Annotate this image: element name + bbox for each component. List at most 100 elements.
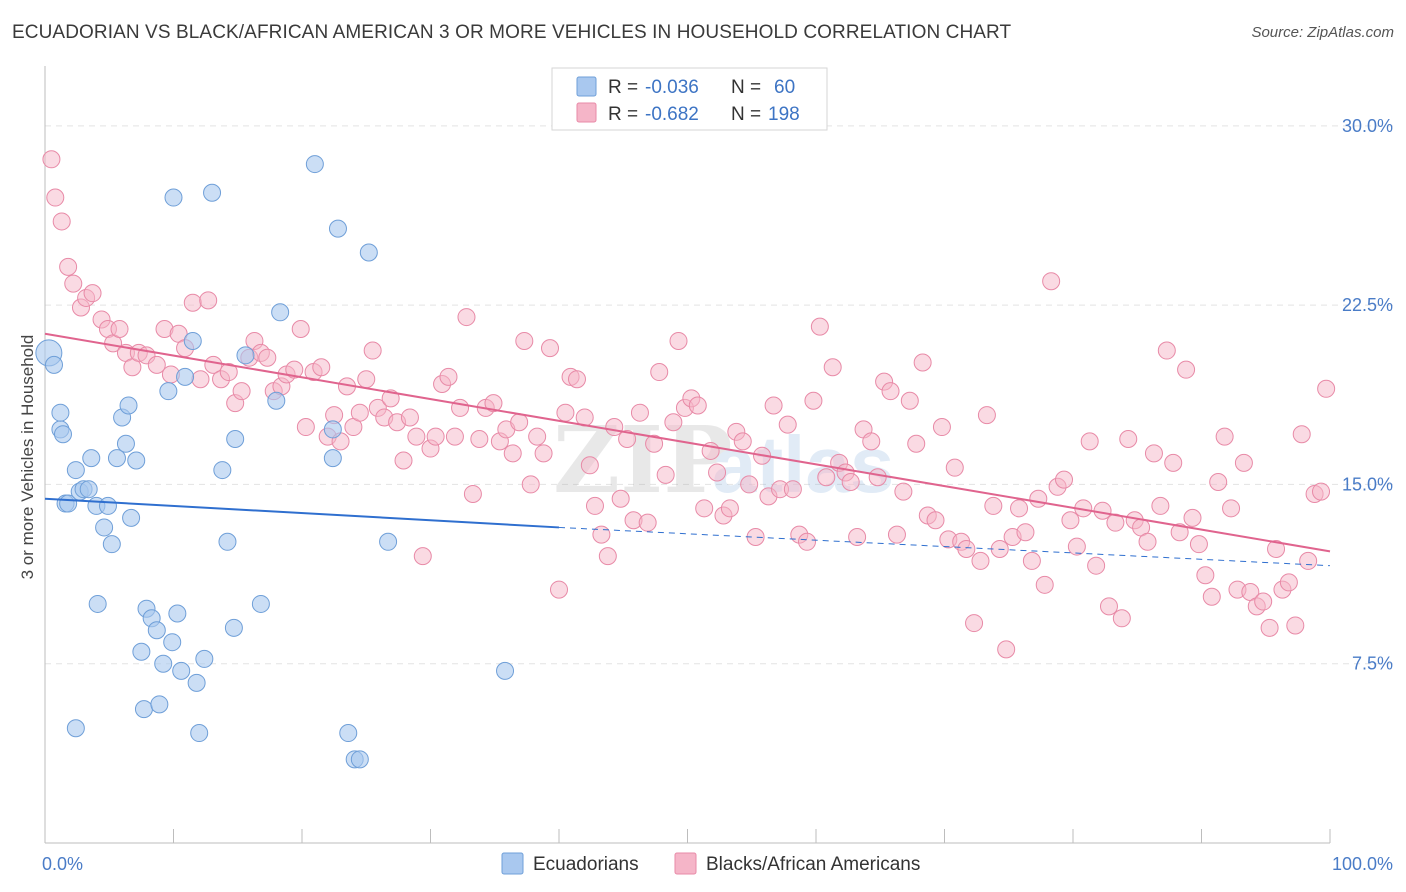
point-ecuadorians: [53, 425, 72, 444]
bottom-legend-label-blacks: Blacks/African Americans: [706, 854, 920, 875]
point-blacks: [291, 320, 310, 339]
legend-swatch-blacks: [576, 102, 597, 123]
point-ecuadorians: [79, 480, 98, 499]
series-ecuadorians-points: [35, 155, 515, 769]
point-blacks: [1029, 489, 1048, 508]
point-blacks: [445, 427, 464, 446]
point-blacks: [611, 489, 630, 508]
point-blacks: [1035, 575, 1054, 594]
point-ecuadorians: [88, 594, 107, 613]
point-blacks: [567, 370, 586, 389]
point-ecuadorians: [127, 451, 146, 470]
point-blacks: [191, 370, 210, 389]
point-blacks: [521, 475, 540, 494]
point-blacks: [1112, 609, 1131, 628]
point-blacks: [740, 475, 759, 494]
point-ecuadorians: [328, 219, 347, 238]
point-blacks: [841, 473, 860, 492]
legend-n-value-2: 198: [768, 104, 800, 125]
x-tick-label: 100.0%: [1332, 854, 1393, 874]
point-blacks: [645, 434, 664, 453]
point-ecuadorians: [154, 654, 173, 673]
point-blacks: [1164, 453, 1183, 472]
point-blacks: [1022, 551, 1041, 570]
y-tick-label: 22.5%: [1342, 295, 1393, 315]
point-blacks: [598, 547, 617, 566]
point-blacks: [541, 339, 560, 358]
point-blacks: [363, 341, 382, 360]
point-blacks: [350, 403, 369, 422]
point-blacks: [1170, 523, 1189, 542]
point-blacks: [83, 284, 102, 303]
point-blacks: [258, 348, 277, 367]
bottom-legend-swatch-blacks: [674, 852, 697, 875]
point-blacks: [984, 496, 1003, 515]
point-blacks: [1299, 551, 1318, 570]
point-blacks: [484, 394, 503, 413]
point-blacks: [778, 415, 797, 434]
point-blacks: [503, 444, 522, 463]
point-ecuadorians: [379, 532, 398, 551]
chart-title: ECUADORIAN VS BLACK/AFRICAN AMERICAN 3 O…: [12, 22, 1012, 43]
point-blacks: [413, 547, 432, 566]
point-ecuadorians: [44, 355, 63, 374]
point-ecuadorians: [183, 331, 202, 350]
point-ecuadorians: [323, 420, 342, 439]
point-ecuadorians: [150, 695, 169, 714]
y-tick-label: 15.0%: [1342, 474, 1393, 494]
point-blacks: [1317, 379, 1336, 398]
point-blacks: [556, 403, 575, 422]
point-blacks: [357, 370, 376, 389]
point-blacks: [232, 382, 251, 401]
point-blacks: [312, 358, 331, 377]
point-blacks: [407, 427, 426, 446]
point-ecuadorians: [107, 449, 126, 468]
point-blacks: [457, 308, 476, 327]
point-ecuadorians: [350, 750, 369, 769]
point-blacks: [59, 257, 78, 276]
point-blacks: [618, 429, 637, 448]
point-blacks: [720, 499, 739, 518]
point-blacks: [695, 499, 714, 518]
point-blacks: [1144, 444, 1163, 463]
point-blacks: [1087, 556, 1106, 575]
point-ecuadorians: [102, 535, 121, 554]
point-blacks: [1177, 360, 1196, 379]
point-ecuadorians: [132, 642, 151, 661]
tick-labels: 7.5% 15.0% 22.5% 30.0% 0.0% 100.0%: [42, 116, 1393, 874]
point-blacks: [945, 458, 964, 477]
point-blacks: [913, 353, 932, 372]
point-blacks: [1042, 272, 1061, 291]
legend-n-value-1: 60: [774, 77, 795, 98]
point-blacks: [296, 418, 315, 437]
point-blacks: [534, 444, 553, 463]
point-ecuadorians: [82, 449, 101, 468]
point-ecuadorians: [218, 532, 237, 551]
point-ecuadorians: [116, 434, 135, 453]
point-blacks: [52, 212, 71, 231]
point-blacks: [965, 614, 984, 633]
point-blacks: [926, 511, 945, 530]
point-blacks: [957, 539, 976, 558]
point-ecuadorians: [267, 391, 286, 410]
point-ecuadorians: [190, 724, 209, 743]
point-ecuadorians: [305, 155, 324, 174]
point-blacks: [1138, 532, 1157, 551]
trend-lines: [44, 332, 1331, 567]
axes: [44, 66, 1331, 844]
point-ecuadorians: [66, 719, 85, 738]
point-blacks: [1010, 499, 1029, 518]
point-blacks: [1093, 501, 1112, 520]
point-blacks: [971, 551, 990, 570]
point-blacks: [199, 291, 218, 310]
point-blacks: [1312, 482, 1331, 501]
point-blacks: [592, 525, 611, 544]
point-blacks: [900, 391, 919, 410]
point-blacks: [394, 451, 413, 470]
point-blacks: [400, 408, 419, 427]
point-ecuadorians: [224, 618, 243, 637]
point-ecuadorians: [203, 183, 222, 202]
point-blacks: [439, 367, 458, 386]
point-ecuadorians: [187, 673, 206, 692]
